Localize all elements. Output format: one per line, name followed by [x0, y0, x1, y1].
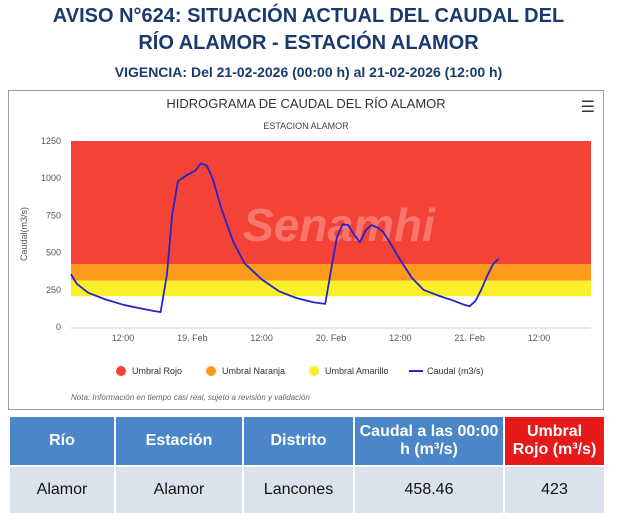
- y-axis-label: Caudal(m3/s): [19, 207, 29, 261]
- table-cell: Lancones: [244, 467, 353, 513]
- legend-label: Caudal (m3/s): [427, 366, 484, 376]
- table-cell: 458.46: [355, 467, 503, 513]
- y-tick-label: 500: [46, 248, 61, 258]
- legend-marker: [309, 366, 319, 376]
- threshold-band: [71, 141, 591, 265]
- table-cell: Alamor: [10, 467, 114, 513]
- x-tick-label: 21. Feb: [454, 333, 485, 343]
- x-tick-label: 12:00: [528, 333, 551, 343]
- chart-note: Nota: Información en tiempo casi real, s…: [71, 393, 310, 402]
- legend-label: Umbral Naranja: [222, 366, 285, 376]
- vigencia-text: VIGENCIA: Del 21-02-2026 (00:00 h) al 21…: [114, 64, 503, 80]
- y-tick-label: 1000: [41, 173, 61, 183]
- x-tick-label: 12:00: [389, 333, 412, 343]
- table-header-cell: Estación: [116, 417, 242, 465]
- y-tick-label: 1250: [41, 136, 61, 146]
- table-header-cell: Umbral Rojo (m³/s): [505, 417, 604, 465]
- threshold-band: [71, 280, 591, 297]
- table-row: Alamor Alamor Lancones 458.46 423: [10, 467, 604, 513]
- watermark-logo: Senamhi: [243, 199, 436, 251]
- x-tick-label: 20. Feb: [316, 333, 347, 343]
- y-tick-label: 750: [46, 210, 61, 220]
- station-table: Río Estación Distrito Caudal a las 00:00…: [8, 415, 606, 515]
- y-tick-label: 250: [46, 285, 61, 295]
- page-title: AVISO N°624: SITUACIÓN ACTUAL DEL CAUDAL…: [52, 5, 565, 27]
- chart-frame: HIDROGRAMA DE CAUDAL DEL RÍO ALAMOR ESTAC…: [8, 90, 604, 410]
- table-cell: Alamor: [116, 467, 242, 513]
- table-cell: 423: [505, 467, 604, 513]
- legend-label: Umbral Amarillo: [325, 366, 389, 376]
- legend-marker: [206, 366, 216, 376]
- table-header-cell: Distrito: [244, 417, 353, 465]
- table-header-row: Río Estación Distrito Caudal a las 00:00…: [10, 417, 604, 465]
- x-tick-label: 12:00: [250, 333, 273, 343]
- series-line-caudal: [70, 162, 500, 313]
- hydrograph-chart: HIDROGRAMA DE CAUDAL DEL RÍO ALAMOR ESTAC…: [19, 96, 591, 402]
- page-title-line2: RÍO ALAMOR - ESTACIÓN ALAMOR: [138, 32, 479, 54]
- table-header-cell: Río: [10, 417, 114, 465]
- chart-title: HIDROGRAMA DE CAUDAL DEL RÍO ALAMOR: [166, 96, 445, 111]
- x-tick-label: 12:00: [112, 333, 135, 343]
- chart-menu-icon[interactable]: ☰: [580, 99, 595, 116]
- legend-marker: [116, 366, 126, 376]
- y-tick-label: 0: [56, 322, 61, 332]
- chart-subtitle: ESTACION ALAMOR: [263, 121, 349, 131]
- x-tick-label: 19. Feb: [177, 333, 208, 343]
- legend-label: Umbral Rojo: [132, 366, 182, 376]
- table-header-cell: Caudal a las 00:00 h (m³/s): [355, 417, 503, 465]
